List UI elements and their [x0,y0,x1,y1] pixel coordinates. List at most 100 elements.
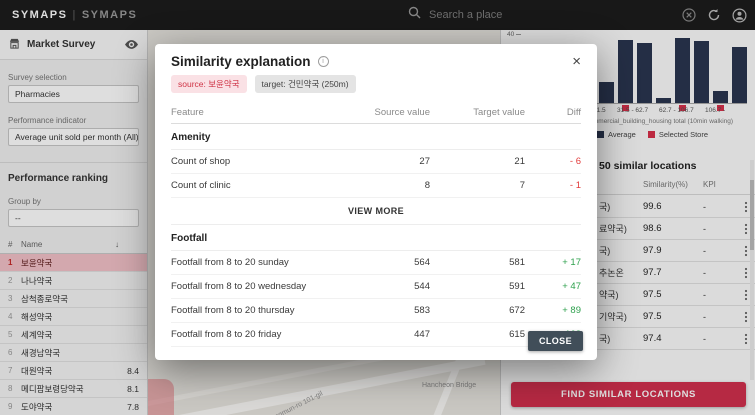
location-row[interactable]: 추논온 97.7 - [501,262,755,284]
more-menu-icon[interactable] [737,245,755,257]
legend-item: Selected Store [647,130,708,139]
location-row[interactable]: 기약국) 97.5 - [501,306,755,328]
similarity-table-head: Feature Source value Target value Diff [171,101,581,124]
similarity-column-header: Similarity(%) [643,180,688,189]
similarity-value: 97.5 [643,289,662,300]
ranking-row[interactable]: 1 보윤약국 [0,254,147,272]
y-axis-tick: 40 [507,31,521,38]
ranking-row[interactable]: 7 대원약국 8.4 [0,362,147,380]
feature-name: Footfall from 8 to 20 friday [171,329,282,340]
histogram-bar-slot [656,98,671,103]
sort-desc-icon[interactable]: ↓ [115,240,119,249]
rank-cell: 4 [8,312,13,321]
feature-row: Footfall from 8 to 20 wednesday 544 591 + 4… [171,275,581,299]
scrollbar-thumb[interactable] [750,180,754,250]
target-store-tag: target: 건민약국 (250m) [254,75,356,93]
kpi-value-cell: 8.1 [127,383,139,394]
account-icon[interactable] [732,7,747,23]
map-heat-area [148,379,174,415]
ranking-row[interactable]: 8 메디팜보령당약국 8.1 [0,380,147,398]
location-rows: 국) 99.6- 료약국) 98.6- 국) 97.9- 추논온 97.7- 약국) 97.5- 기… [501,196,755,350]
histogram-bar-slot [694,41,709,103]
location-row[interactable]: 약국) 97.5 - [501,284,755,306]
find-similar-locations-button[interactable]: FIND SIMILAR LOCATIONS [511,382,746,407]
target-value: 615 [509,329,525,340]
more-menu-icon[interactable] [737,289,755,301]
ranking-row[interactable]: 2 나나약국 [0,272,147,290]
survey-selection-label: Survey selection [8,73,67,82]
ranking-row[interactable]: 9 도야약국 7.8 [0,398,147,415]
brand-secondary: SYMAPS [81,9,138,21]
search-icon [408,6,421,24]
legend-item: Average [597,130,636,139]
close-icon[interactable]: × [572,53,581,70]
feature-row: Count of clinic 8 7 - 1 [171,174,581,198]
performance-indicator-select[interactable]: Average unit sold per month (All) [8,128,139,146]
location-row[interactable]: 료약국) 98.6 - [501,218,755,240]
kpi-value: - [703,267,706,278]
store-name-cell: 대원약국 [21,365,53,376]
view-more-button[interactable]: VIEW MORE [171,198,581,225]
visibility-eye-icon[interactable] [125,36,138,54]
clear-search-icon[interactable] [682,8,696,22]
brand-logo: SYMAPS | SYMAPS [12,9,137,21]
feature-section-header: Footfall [171,225,581,251]
feature-row: Count of shop 27 21 - 6 [171,150,581,174]
x-tick-label: 106.7 - [705,107,726,114]
top-bar: SYMAPS | SYMAPS [0,0,755,30]
search-input[interactable] [429,9,679,21]
kpi-value: - [703,201,706,212]
similarity-value: 97.5 [643,311,662,322]
similarity-table: Feature Source value Target value Diff A… [171,101,581,347]
rank-column-header: # [8,240,13,249]
more-menu-icon[interactable] [737,223,755,235]
source-value: 8 [424,180,430,191]
similarity-explanation-modal: Similarity explanation i × source: 보윤약국 … [155,44,597,360]
ranking-table-header: # Name ↓ [0,236,147,254]
target-value: 21 [514,156,525,167]
info-icon[interactable]: i [317,56,329,67]
map-label-bridge: Hancheon Bridge [422,382,477,389]
bin-labels: - 31.5 31.5 - 62.7 62.7 - 106.7 106.7 - [501,107,755,116]
more-menu-icon[interactable] [737,333,755,345]
sync-icon[interactable] [707,8,721,22]
diff-column-header: Diff [566,107,581,118]
location-row[interactable]: 국) 97.4 - [501,328,755,350]
ranking-row[interactable]: 4 해성약국 [0,308,147,326]
histogram-bar-slot [599,82,614,103]
ranking-row[interactable]: 6 새경남약국 [0,344,147,362]
kpi-value: - [703,311,706,322]
ranking-row[interactable]: 3 삼척종로약국 [0,290,147,308]
more-menu-icon[interactable] [737,311,755,323]
chart-caption: commercial_building_housing total (10min… [586,118,734,125]
feature-column-header: Feature [171,107,204,118]
source-store-tag: source: 보윤약국 [171,75,247,93]
location-name: 국) [599,334,611,344]
ranking-row[interactable]: 5 세계약국 [0,326,147,344]
source-value: 564 [414,257,430,268]
kpi-value-cell: 8.4 [127,365,139,376]
histogram-bar-slot [675,38,690,111]
kpi-column-header: KPI [703,180,716,189]
more-menu-icon[interactable] [737,267,755,279]
location-name: 국) [599,202,611,212]
performance-indicator-label: Performance indicator [8,116,87,125]
store-name-cell: 메디팜보령당약국 [21,383,84,394]
rank-cell: 7 [8,366,13,375]
modal-header: Similarity explanation i × [155,44,597,73]
similarity-value: 99.6 [643,201,662,212]
survey-selection-select[interactable]: Pharmacies [8,85,139,103]
location-row[interactable]: 국) 99.6 - [501,196,755,218]
ranking-rows: 1 보윤약국 2 나나약국 3 삼척종로약국 4 해성약국 5 세계약국 6 새경남약국 7 대원약국 8.… [0,254,147,415]
location-name: 국) [599,246,611,256]
similarity-value: 97.7 [643,267,662,278]
more-menu-icon[interactable] [737,201,755,213]
location-row[interactable]: 국) 97.9 - [501,240,755,262]
close-button[interactable]: CLOSE [527,331,583,351]
source-value: 583 [414,305,430,316]
diff-value: - 6 [569,156,581,167]
group-by-select[interactable]: -- [8,209,139,227]
target-value: 591 [509,281,525,292]
legend-swatch [597,131,604,138]
